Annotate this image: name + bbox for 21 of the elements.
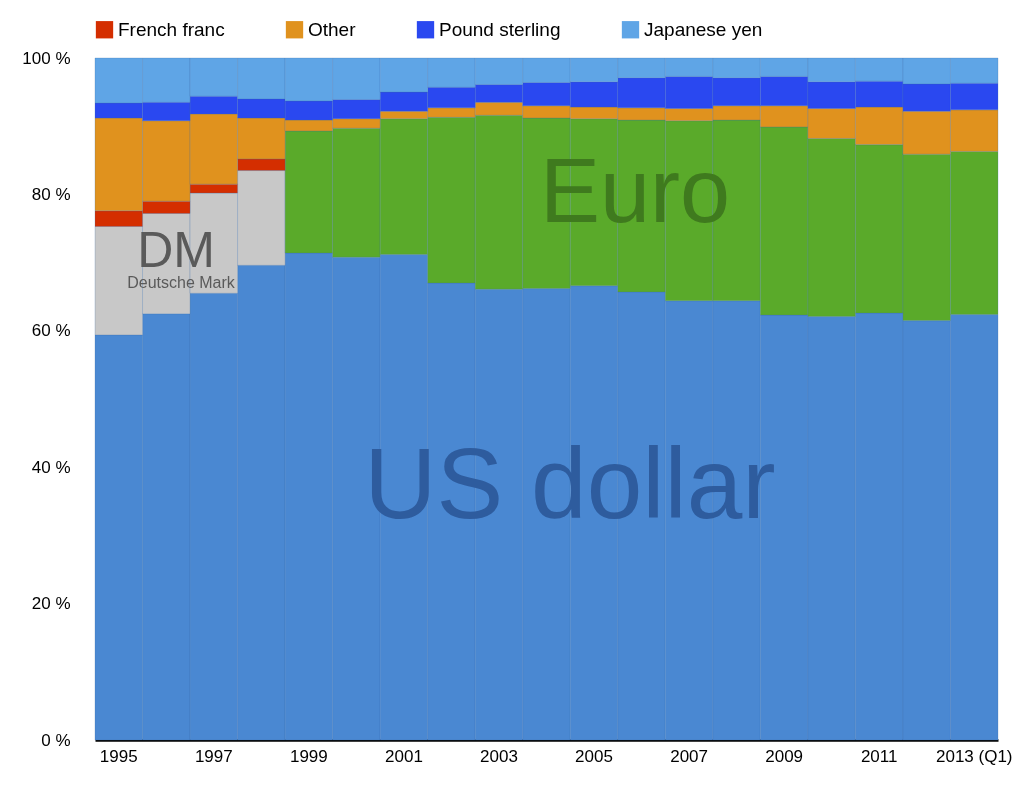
y-tick-label: 60 % <box>31 321 71 341</box>
x-tick-label: 2013 (Q1) <box>935 746 1013 766</box>
x-tick-label: 2003 <box>480 746 518 766</box>
y-tick-label: 40 % <box>31 457 71 477</box>
y-tick-label: 20 % <box>31 594 71 614</box>
annotation: Deutsche Mark <box>127 274 236 291</box>
x-tick-label: 2001 <box>385 746 423 766</box>
x-tick-label: 1995 <box>99 746 138 766</box>
legend-label: Pound sterling <box>439 18 561 40</box>
y-tick-label: 80 % <box>31 184 71 204</box>
legend-label: Japanese yen <box>644 18 763 40</box>
legend-label: French franc <box>118 18 225 40</box>
y-tick-label: 0 % <box>41 730 71 750</box>
x-tick-label: 1999 <box>289 746 328 766</box>
x-tick-label: 2009 <box>765 746 804 766</box>
x-tick-label: 2005 <box>575 746 613 766</box>
y-tick-label: 100 % <box>22 48 71 68</box>
x-tick-label: 2011 <box>860 746 898 766</box>
x-tick-label: 1997 <box>194 746 233 766</box>
legend-label: Other <box>308 18 357 40</box>
x-tick-label: 2007 <box>670 746 708 766</box>
